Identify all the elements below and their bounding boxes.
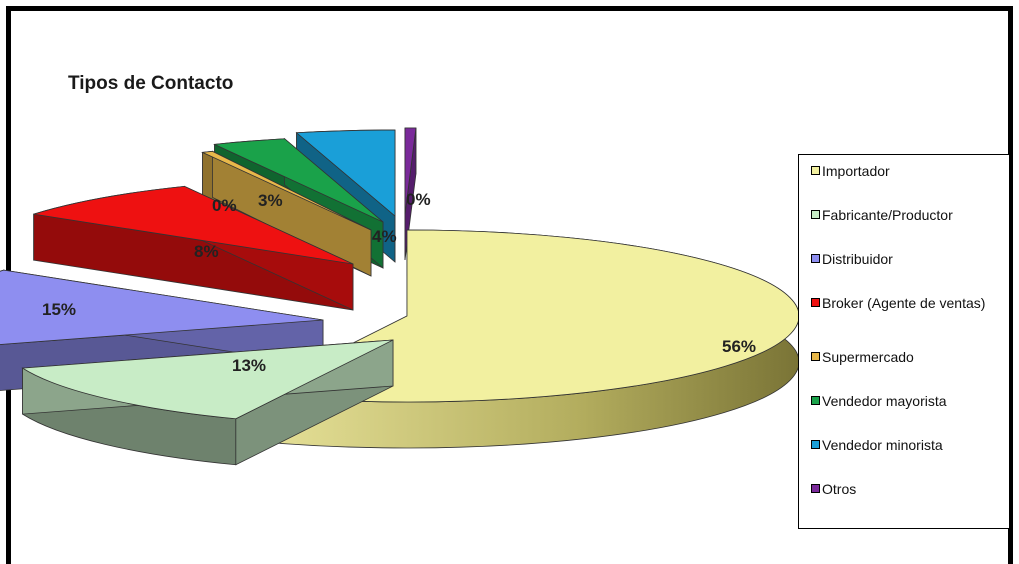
legend-item-4: Broker (Agente de ventas) — [811, 295, 1007, 311]
slice-label-1: 56% — [722, 337, 756, 356]
pie-slice-top-6 — [213, 138, 384, 223]
legend-item-8: Otros — [811, 481, 1007, 497]
legend-item-6: Vendedor mayorista — [811, 393, 1007, 409]
pie-slice-top-2 — [21, 339, 394, 420]
legend-label-3: Distribuidor — [822, 251, 893, 267]
legend-item-7: Vendedor minorista — [811, 437, 1007, 453]
legend-item-2: Fabricante/Productor — [811, 207, 1007, 223]
legend-swatch-7 — [811, 440, 820, 449]
pie-slice-4 — [33, 185, 354, 311]
slice-label-5: 0% — [212, 196, 237, 215]
pie-slice-3 — [0, 269, 324, 391]
legend-swatch-6 — [811, 396, 820, 405]
pie-slice-top-8 — [404, 127, 417, 215]
legend-label-8: Otros — [822, 481, 857, 497]
pie-slice-5 — [201, 150, 372, 277]
slice-label-6: 3% — [258, 191, 283, 210]
slice-label-3: 15% — [42, 300, 76, 319]
legend-label-7: Vendedor minorista — [822, 437, 943, 453]
slice-label-2: 13% — [232, 356, 266, 375]
legend-label-2: Fabricante/Productor — [822, 207, 953, 223]
pie-slice-top-4 — [33, 185, 354, 265]
legend-item-1: Importador — [811, 163, 1007, 179]
legend-label-4: Broker (Agente de ventas) — [822, 295, 986, 311]
slice-label-4: 8% — [194, 242, 219, 261]
legend-swatch-5 — [811, 352, 820, 361]
legend-swatch-4 — [811, 298, 820, 307]
slice-label-7: 4% — [372, 227, 397, 246]
legend-label-1: Importador — [822, 163, 890, 179]
pie-slice-top-5 — [201, 150, 372, 231]
legend-swatch-8 — [811, 484, 820, 493]
legend-item-5: Supermercado — [811, 349, 1007, 365]
legend-label-6: Vendedor mayorista — [822, 393, 947, 409]
pie-slice-2 — [21, 339, 394, 466]
legend-item-3: Distribuidor — [811, 251, 1007, 267]
pie-slice-top-3 — [0, 269, 324, 345]
legend-swatch-1 — [811, 166, 820, 175]
legend-label-5: Supermercado — [822, 349, 914, 365]
legend-swatch-2 — [811, 210, 820, 219]
slice-label-8: 0% — [406, 190, 431, 209]
chart-title: Tipos de Contacto — [68, 73, 234, 94]
legend: Importador Fabricante/Productor Distribuid… — [798, 154, 1010, 529]
legend-swatch-3 — [811, 254, 820, 263]
pie-slice-8 — [404, 127, 417, 261]
pie-slice-top-7 — [295, 129, 396, 217]
